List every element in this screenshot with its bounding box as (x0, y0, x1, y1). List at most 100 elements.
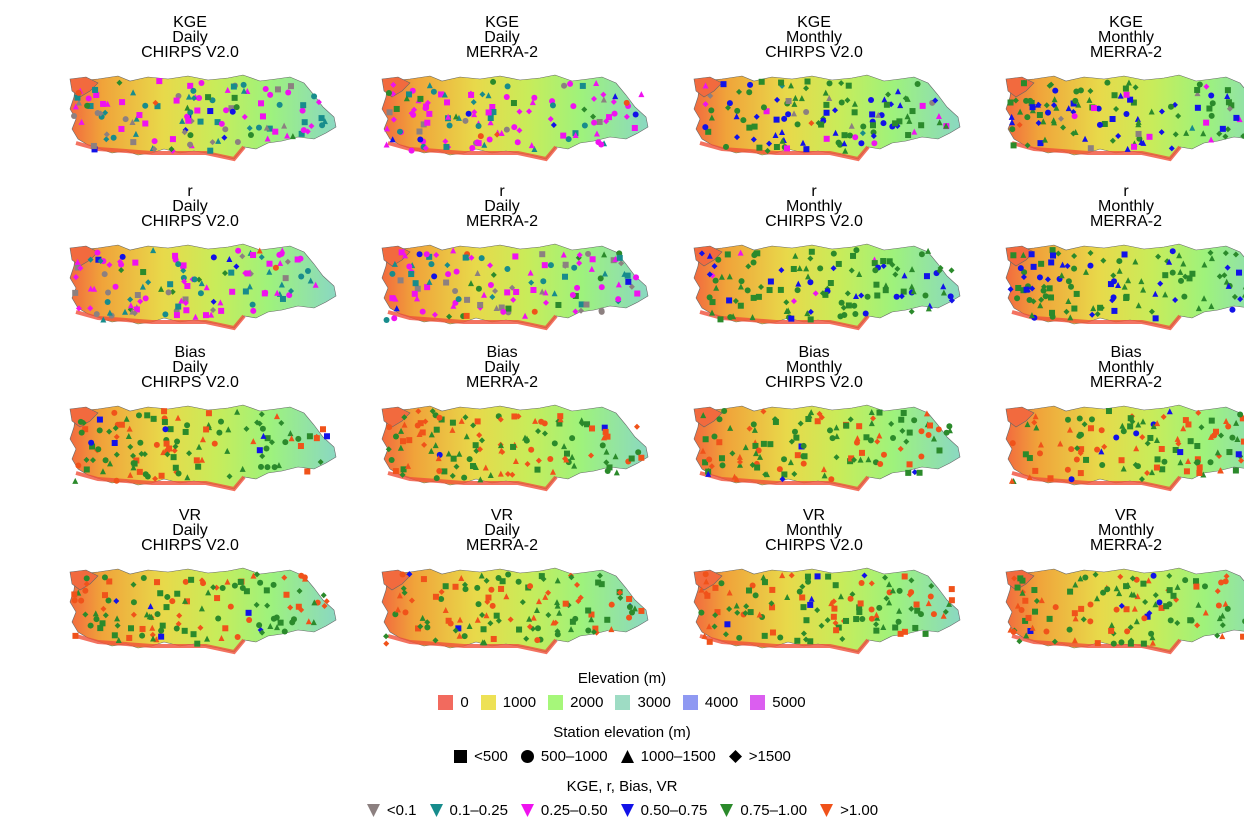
station-marker (1127, 423, 1134, 430)
station-marker (1150, 572, 1157, 579)
station-marker (283, 591, 290, 598)
station-marker (792, 94, 799, 101)
station-marker (94, 249, 101, 256)
station-marker (260, 432, 267, 439)
station-marker (431, 273, 438, 280)
station-marker (181, 627, 188, 634)
station-marker (429, 408, 436, 415)
station-marker (577, 307, 584, 314)
station-marker (896, 587, 903, 594)
station-marker (563, 450, 570, 457)
station-marker (225, 426, 232, 433)
station-marker (118, 267, 125, 274)
station-marker (455, 296, 462, 303)
station-marker (176, 612, 183, 619)
station-marker (1049, 252, 1056, 259)
station-marker (218, 634, 225, 641)
map-panel: VR Daily MERRA-2 (352, 508, 652, 673)
station-marker (715, 256, 722, 263)
station-marker (264, 435, 271, 442)
station-legend-item: 500–1000 (520, 748, 608, 765)
station-marker (500, 308, 507, 315)
station-marker (415, 408, 422, 415)
station-marker (942, 608, 949, 615)
station-marker (527, 269, 534, 276)
station-marker (463, 312, 470, 319)
station-marker (808, 120, 815, 127)
station-marker (1123, 295, 1130, 302)
station-marker (441, 468, 448, 475)
station-marker (808, 248, 815, 255)
station-marker (608, 626, 615, 633)
station-marker (187, 132, 194, 139)
station-marker (610, 98, 617, 105)
station-marker (830, 598, 837, 605)
station-marker (826, 80, 833, 87)
station-marker (106, 578, 113, 585)
station-marker (78, 118, 85, 125)
station-marker (561, 82, 568, 89)
station-marker (1135, 421, 1142, 428)
station-marker (519, 599, 526, 606)
station-marker (744, 287, 751, 294)
station-marker (432, 637, 439, 644)
station-marker (145, 279, 152, 286)
station-marker (129, 118, 136, 125)
station-marker (526, 623, 533, 630)
station-marker (716, 416, 723, 423)
station-marker (71, 113, 78, 120)
panel-title-product: MERRA-2 (465, 374, 538, 391)
station-marker (831, 605, 838, 612)
panel-title: Bias Daily MERRA-2 (352, 345, 652, 391)
station-marker (1110, 294, 1117, 301)
station-marker (1044, 276, 1051, 283)
station-marker (895, 618, 902, 625)
station-marker (706, 456, 713, 463)
station-marker (752, 442, 759, 449)
station-marker (1065, 298, 1072, 305)
station-marker (905, 469, 912, 476)
station-marker (87, 256, 94, 263)
panel-title-timescale: Daily (484, 198, 520, 215)
station-marker (450, 302, 457, 309)
station-marker (1148, 108, 1155, 115)
station-marker (906, 117, 913, 124)
station-marker (794, 121, 801, 128)
legend-label: >1.00 (840, 801, 879, 819)
station-marker (444, 262, 451, 269)
station-marker (1074, 445, 1081, 452)
station-marker (127, 625, 134, 632)
station-marker (581, 106, 588, 113)
station-marker (796, 265, 803, 272)
station-marker (1207, 459, 1214, 466)
station-marker (1048, 294, 1055, 301)
station-marker (208, 311, 215, 318)
station-marker (276, 251, 283, 258)
station-marker (1029, 624, 1036, 631)
station-marker (746, 89, 753, 96)
station-marker (708, 463, 715, 470)
station-marker (790, 265, 797, 272)
station-marker (150, 247, 157, 254)
station-marker (572, 308, 579, 315)
panel-title-product: CHIRPS V2.0 (141, 374, 239, 391)
station-marker (1208, 417, 1215, 424)
station-marker (457, 616, 464, 623)
station-marker (187, 109, 194, 116)
station-marker (436, 467, 443, 474)
station-marker (768, 600, 775, 607)
station-marker (240, 87, 247, 94)
station-marker (164, 593, 171, 600)
station-marker (1183, 468, 1190, 475)
station-marker (853, 247, 860, 254)
station-marker (852, 134, 859, 141)
station-marker (89, 443, 96, 450)
station-marker (551, 440, 558, 447)
station-marker (726, 273, 733, 280)
station-marker (880, 623, 887, 630)
station-marker (1087, 262, 1094, 269)
station-marker (259, 453, 266, 460)
station-marker (1221, 272, 1228, 279)
station-marker (323, 598, 330, 605)
station-marker (233, 104, 240, 111)
